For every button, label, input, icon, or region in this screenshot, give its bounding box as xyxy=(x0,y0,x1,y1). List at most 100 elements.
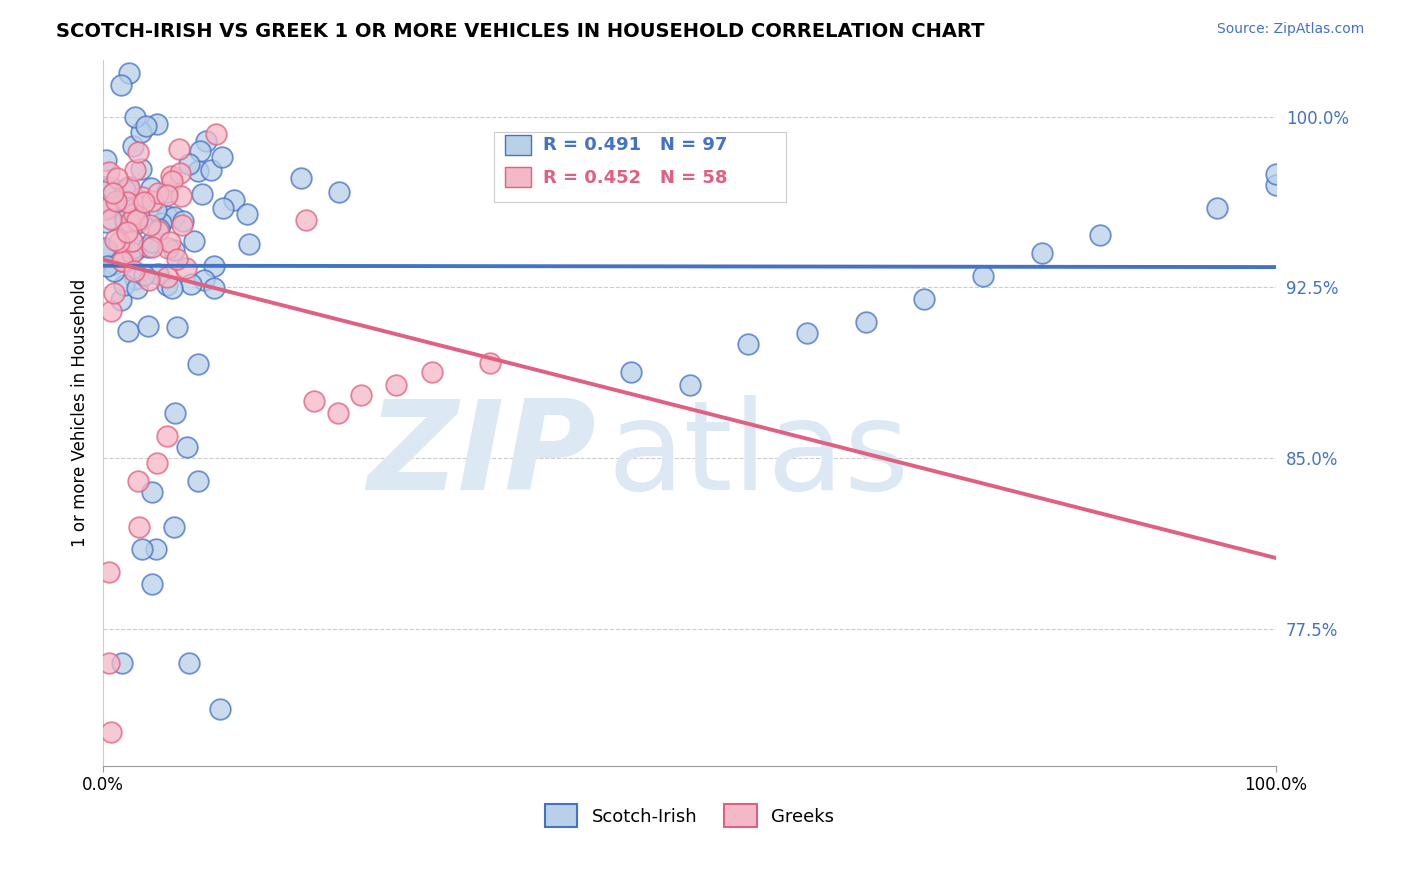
Point xyxy=(98,164,121,178)
Point xyxy=(139,219,162,233)
Text: R = 0.491   N = 97: R = 0.491 N = 97 xyxy=(543,136,727,154)
Point xyxy=(159,235,181,249)
Point xyxy=(156,209,179,223)
Point xyxy=(148,267,170,281)
Point xyxy=(125,216,148,230)
Point xyxy=(94,242,117,256)
Point xyxy=(96,259,118,273)
Point xyxy=(146,456,169,470)
Point xyxy=(179,157,201,171)
Point xyxy=(100,304,122,318)
Point xyxy=(105,171,128,186)
Point xyxy=(94,202,117,216)
Point xyxy=(125,212,148,227)
Point xyxy=(170,218,193,232)
Point xyxy=(174,260,197,275)
Point xyxy=(1265,178,1288,192)
Point xyxy=(103,264,125,278)
Text: ZIP: ZIP xyxy=(367,394,596,516)
Point xyxy=(855,315,877,329)
Point xyxy=(972,268,994,283)
Point xyxy=(187,474,209,488)
Point xyxy=(129,161,152,176)
Point xyxy=(121,234,143,248)
Point xyxy=(117,206,139,220)
FancyBboxPatch shape xyxy=(494,132,786,202)
Point xyxy=(111,199,134,213)
Point xyxy=(1031,246,1053,260)
Legend: Scotch-Irish, Greeks: Scotch-Irish, Greeks xyxy=(537,797,842,835)
Point xyxy=(121,211,143,226)
Point xyxy=(118,66,141,80)
Text: Source: ZipAtlas.com: Source: ZipAtlas.com xyxy=(1216,22,1364,37)
Point xyxy=(115,194,138,209)
Point xyxy=(163,243,186,257)
Point xyxy=(304,394,326,409)
Point xyxy=(127,281,149,295)
Point xyxy=(94,179,117,194)
Point xyxy=(193,273,215,287)
Point xyxy=(163,519,186,533)
Point xyxy=(121,234,143,248)
Point xyxy=(222,193,245,207)
Point xyxy=(141,194,163,208)
Point xyxy=(98,566,121,580)
Point xyxy=(156,270,179,285)
Point xyxy=(117,325,139,339)
Point xyxy=(1088,227,1111,242)
Point xyxy=(124,197,146,211)
Point xyxy=(620,365,643,379)
Point xyxy=(678,378,700,392)
Point xyxy=(94,214,117,228)
Point xyxy=(169,188,191,202)
Point xyxy=(122,264,145,278)
Point xyxy=(124,271,146,285)
Point xyxy=(122,207,145,221)
Point xyxy=(132,194,155,209)
Point xyxy=(162,281,184,295)
Point xyxy=(169,166,191,180)
Point xyxy=(290,171,312,186)
Point xyxy=(110,191,132,205)
Text: atlas: atlas xyxy=(607,394,910,516)
Point xyxy=(177,657,200,671)
Point xyxy=(131,542,153,557)
Point xyxy=(209,702,232,716)
Point xyxy=(117,222,139,236)
Point xyxy=(100,180,122,194)
Point xyxy=(135,119,157,133)
Point xyxy=(122,139,145,153)
Point xyxy=(1265,167,1288,181)
Point xyxy=(114,213,136,227)
Point xyxy=(200,162,222,177)
Point xyxy=(141,576,163,591)
Point xyxy=(138,318,160,333)
Point xyxy=(128,210,150,224)
Point xyxy=(108,235,131,249)
Point xyxy=(796,326,818,340)
Point xyxy=(159,169,181,183)
Point xyxy=(326,406,349,420)
Point xyxy=(145,542,167,557)
Point xyxy=(235,206,257,220)
FancyBboxPatch shape xyxy=(506,167,531,186)
Point xyxy=(139,181,162,195)
Point xyxy=(172,214,194,228)
Point xyxy=(145,117,167,131)
Point xyxy=(211,150,233,164)
Point xyxy=(176,440,198,454)
Point xyxy=(94,153,117,168)
Point xyxy=(145,202,167,217)
Point xyxy=(202,259,225,273)
Point xyxy=(103,256,125,270)
Point xyxy=(98,657,121,671)
Point xyxy=(111,254,134,268)
Point xyxy=(100,212,122,227)
Point xyxy=(141,235,163,250)
Point xyxy=(115,225,138,239)
Point xyxy=(112,277,135,292)
Point xyxy=(138,273,160,287)
Point xyxy=(295,212,318,227)
Point xyxy=(167,142,190,156)
Point xyxy=(136,240,159,254)
